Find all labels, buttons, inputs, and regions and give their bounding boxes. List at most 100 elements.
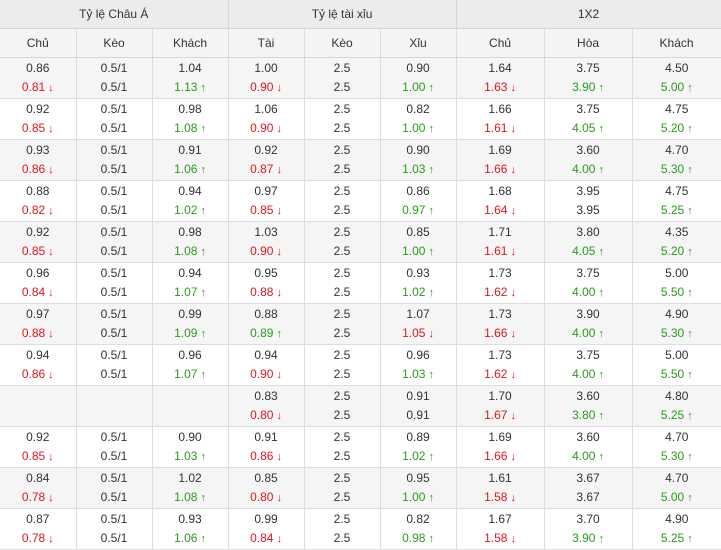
cell-handicap-line: 0.5/1 0.5/1 bbox=[76, 508, 153, 550]
current-value-line: 2.5 bbox=[305, 119, 380, 138]
opening-value: 2.5 bbox=[333, 102, 351, 116]
opening-value: 3.95 bbox=[576, 184, 600, 198]
current-value-line: 2.5 bbox=[305, 78, 380, 97]
current-value-line: 1.06 ↑ bbox=[153, 160, 228, 179]
arrow-up-icon: ↑ bbox=[687, 328, 693, 340]
current-value-line: 2.5 bbox=[305, 365, 380, 384]
current-value-line: 1.58 ↓ bbox=[457, 488, 544, 507]
current-value: 0.5/1 bbox=[100, 367, 128, 381]
current-value: 0.88 bbox=[21, 326, 46, 340]
current-value: 2.5 bbox=[333, 162, 351, 176]
current-value-line: 1.03 ↑ bbox=[153, 447, 228, 466]
current-value: 0.5/1 bbox=[100, 121, 128, 135]
cell-total-line: 2.5 2.5 bbox=[304, 139, 381, 181]
current-value: 1.03 bbox=[402, 367, 426, 381]
opening-value: 1.61 bbox=[488, 471, 512, 485]
current-value-line: 4.00 ↑ bbox=[545, 283, 632, 302]
arrow-up-icon: ↑ bbox=[428, 369, 434, 381]
cell-1x2-away-odds: 4.70 5.30 ↑ bbox=[632, 139, 721, 181]
current-value-line: 1.06 ↑ bbox=[153, 529, 228, 548]
opening-value: 1.73 bbox=[488, 307, 512, 321]
arrow-up-icon: ↑ bbox=[428, 451, 434, 463]
opening-value: 0.82 bbox=[406, 512, 430, 526]
arrow-up-icon: ↑ bbox=[598, 123, 604, 135]
group-header-over-under: Tỷ lệ tài xỉu bbox=[228, 0, 457, 29]
current-value-line: 1.66 ↓ bbox=[457, 160, 544, 179]
current-value-line: 1.08 ↑ bbox=[153, 242, 228, 261]
opening-value: 1.68 bbox=[488, 184, 512, 198]
table-row: 0.94 0.86 ↓ 0.5/1 0.5/1 0.96 1.07 ↑ 0.94 0.90 ↓ 2.5… bbox=[0, 344, 721, 386]
arrow-up-icon: ↑ bbox=[428, 164, 434, 176]
opening-value bbox=[153, 387, 228, 406]
cell-under-odds: 0.82 1.00 ↑ bbox=[380, 98, 457, 140]
cell-away-odds: 0.99 1.09 ↑ bbox=[152, 303, 229, 345]
opening-value: 0.93 bbox=[178, 512, 202, 526]
current-value: 5.00 bbox=[660, 490, 685, 504]
opening-value: 3.75 bbox=[576, 102, 600, 116]
current-value: 1.66 bbox=[484, 449, 508, 463]
column-header-total-line: Kèo bbox=[304, 28, 381, 58]
column-header-under: Xỉu bbox=[380, 28, 457, 58]
arrow-up-icon: ↑ bbox=[200, 246, 206, 258]
cell-total-line: 2.5 2.5 bbox=[304, 180, 381, 222]
current-value-line: 1.00 ↑ bbox=[381, 242, 456, 261]
opening-value: 0.94 bbox=[26, 348, 50, 362]
cell-under-odds: 0.95 1.00 ↑ bbox=[380, 467, 457, 509]
opening-value: 0.94 bbox=[178, 266, 202, 280]
cell-away-odds: 1.04 1.13 ↑ bbox=[152, 57, 229, 99]
opening-value: 0.97 bbox=[26, 307, 50, 321]
group-header-1x2: 1X2 bbox=[456, 0, 721, 29]
arrow-up-icon: ↑ bbox=[687, 410, 693, 422]
current-value: 3.95 bbox=[576, 203, 600, 217]
table-row: 0.83 0.80 ↓ 2.5 2.5 0.91 0.91 1.70 1.67 ↓ 3.60 3.80… bbox=[0, 385, 721, 427]
cell-handicap-line: 0.5/1 0.5/1 bbox=[76, 57, 153, 99]
arrow-down-icon: ↓ bbox=[276, 287, 282, 299]
opening-value: 0.88 bbox=[254, 307, 278, 321]
opening-value: 1.06 bbox=[254, 102, 278, 116]
current-value-line: 2.5 bbox=[305, 324, 380, 343]
current-value-line: 3.95 bbox=[545, 201, 632, 220]
current-value: 4.00 bbox=[572, 449, 596, 463]
current-value: 0.81 bbox=[21, 80, 46, 94]
current-value: 2.5 bbox=[333, 367, 351, 381]
opening-value: 5.00 bbox=[665, 266, 689, 280]
cell-1x2-home-odds: 1.67 1.58 ↓ bbox=[456, 508, 545, 550]
current-value-line: 0.82 ↓ bbox=[0, 201, 76, 220]
cell-1x2-home-odds: 1.73 1.62 ↓ bbox=[456, 262, 545, 304]
cell-over-odds: 0.91 0.86 ↓ bbox=[228, 426, 305, 468]
cell-1x2-draw-odds: 3.60 4.00 ↑ bbox=[544, 139, 633, 181]
arrow-up-icon: ↑ bbox=[200, 205, 206, 217]
current-value: 0.5/1 bbox=[100, 203, 128, 217]
current-value-line: 0.5/1 bbox=[77, 529, 152, 548]
arrow-up-icon: ↑ bbox=[200, 492, 206, 504]
current-value: 1.13 bbox=[174, 80, 198, 94]
cell-1x2-away-odds: 5.00 5.50 ↑ bbox=[632, 344, 721, 386]
current-value: 0.84 bbox=[250, 531, 274, 545]
current-value-line: 0.89 ↑ bbox=[229, 324, 304, 343]
current-value-line: 0.86 ↓ bbox=[0, 160, 76, 179]
current-value: 0.78 bbox=[21, 490, 46, 504]
current-value: 1.58 bbox=[484, 490, 508, 504]
current-value-line: 1.00 ↑ bbox=[381, 488, 456, 507]
arrow-up-icon: ↑ bbox=[428, 246, 434, 258]
cell-total-line: 2.5 2.5 bbox=[304, 262, 381, 304]
current-value: 4.00 bbox=[572, 326, 596, 340]
arrow-down-icon: ↓ bbox=[276, 246, 282, 258]
current-value-line: 0.5/1 bbox=[77, 242, 152, 261]
current-value: 2.5 bbox=[333, 449, 351, 463]
opening-value: 4.75 bbox=[665, 184, 689, 198]
opening-value: 4.70 bbox=[665, 143, 689, 157]
arrow-down-icon: ↓ bbox=[510, 123, 516, 135]
table-row: 0.97 0.88 ↓ 0.5/1 0.5/1 0.99 1.09 ↑ 0.88 0.89 ↑ 2.5… bbox=[0, 303, 721, 345]
cell-home-odds: 0.92 0.85 ↓ bbox=[0, 98, 77, 140]
current-value: 0.87 bbox=[250, 162, 274, 176]
cell-under-odds: 0.86 0.97 ↑ bbox=[380, 180, 457, 222]
arrow-up-icon: ↑ bbox=[598, 164, 604, 176]
odds-table-body: 0.86 0.81 ↓ 0.5/1 0.5/1 1.04 1.13 ↑ 1.00 0.90 ↓ 2.5… bbox=[0, 57, 721, 550]
cell-over-odds: 0.83 0.80 ↓ bbox=[228, 385, 305, 427]
opening-value: 1.73 bbox=[488, 266, 512, 280]
opening-value: 3.80 bbox=[576, 225, 600, 239]
current-value: 4.05 bbox=[572, 121, 596, 135]
table-row: 0.93 0.86 ↓ 0.5/1 0.5/1 0.91 1.06 ↑ 0.92 0.87 ↓ 2.5… bbox=[0, 139, 721, 181]
current-value-line: 1.02 ↑ bbox=[381, 447, 456, 466]
